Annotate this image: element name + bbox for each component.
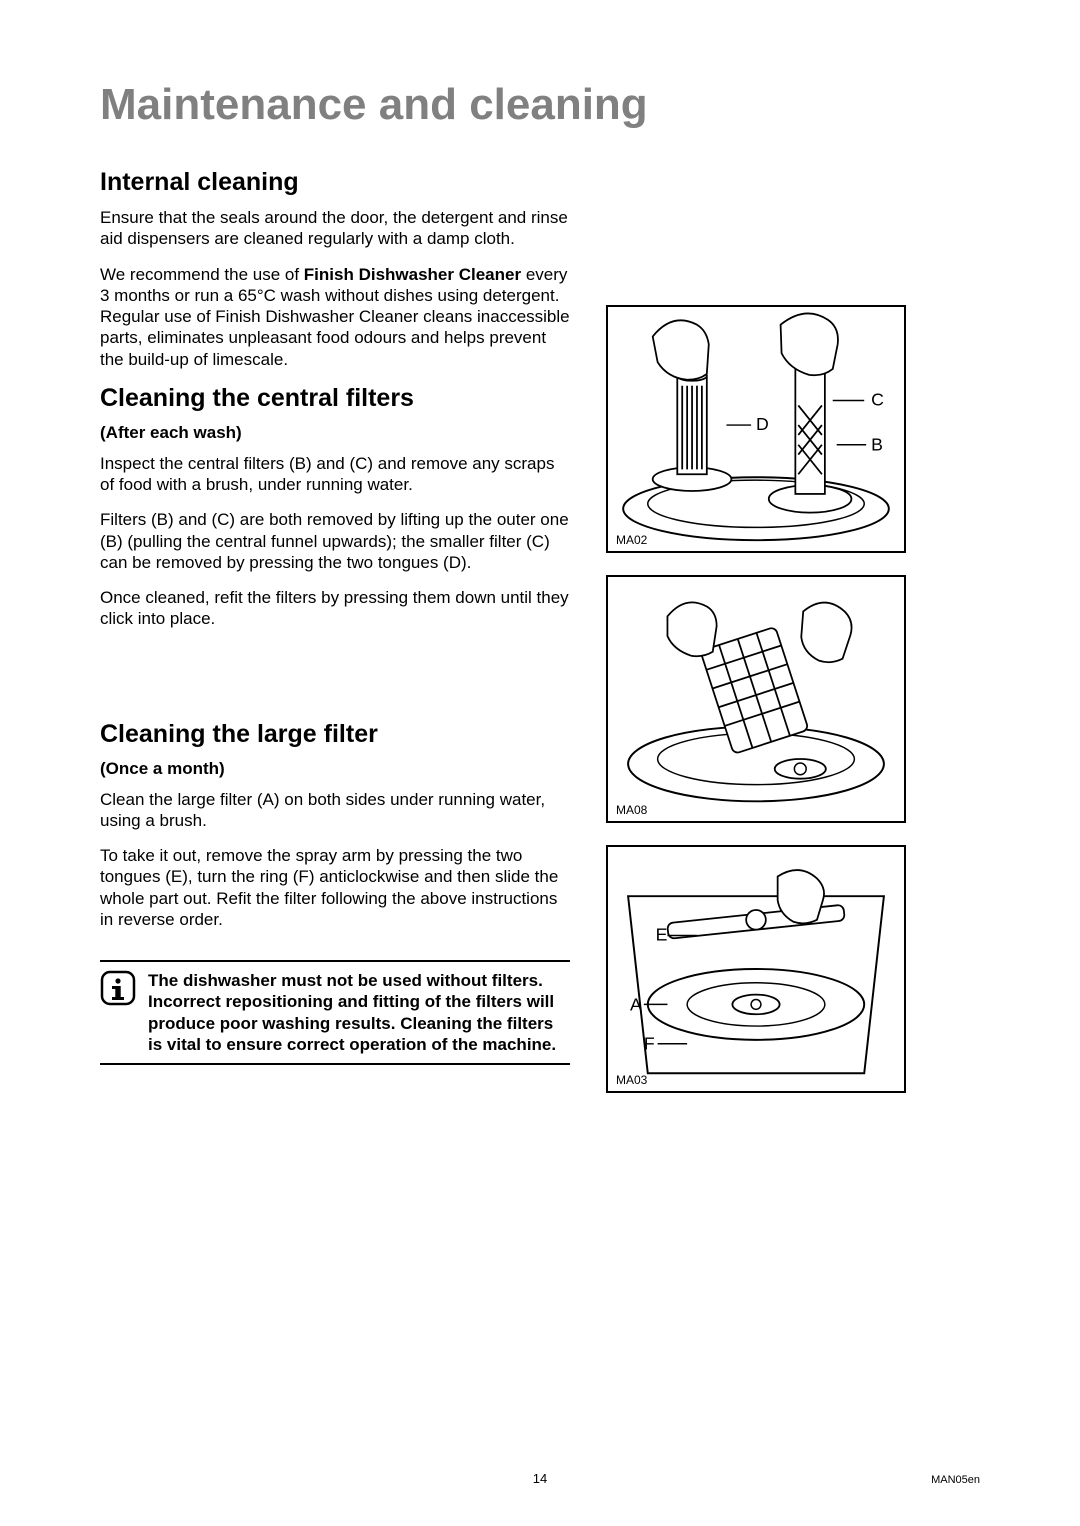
heading-central-filters: Cleaning the central filters [100, 384, 570, 413]
paragraph: To take it out, remove the spray arm by … [100, 845, 570, 930]
info-callout: The dishwasher must not be used without … [100, 960, 570, 1065]
figure-caption: MA03 [616, 1073, 647, 1087]
spacer [606, 168, 906, 283]
page-number: 14 [0, 1471, 1080, 1486]
heading-internal-cleaning: Internal cleaning [100, 168, 570, 197]
figure-ma08: MA08 [606, 575, 906, 823]
subhead-after-each-wash: (After each wash) [100, 423, 570, 443]
heading-large-filter: Cleaning the large filter [100, 720, 570, 749]
info-text: The dishwasher must not be used without … [148, 970, 570, 1055]
svg-text:E: E [656, 924, 668, 944]
figure-caption: MA02 [616, 533, 647, 547]
info-icon [100, 970, 136, 1006]
svg-text:F: F [644, 1034, 655, 1054]
text-bold: Finish Dishwasher Cleaner [304, 265, 521, 284]
figure-caption: MA08 [616, 803, 647, 817]
paragraph: Once cleaned, refit the filters by press… [100, 587, 570, 630]
paragraph: Clean the large filter (A) on both sides… [100, 789, 570, 832]
subhead-once-a-month: (Once a month) [100, 759, 570, 779]
figure-ma02: D C B MA02 [606, 305, 906, 553]
paragraph: Filters (B) and (C) are both removed by … [100, 509, 570, 573]
left-column: Internal cleaning Ensure that the seals … [100, 168, 570, 1093]
svg-text:C: C [871, 389, 884, 409]
paragraph: Ensure that the seals around the door, t… [100, 207, 570, 250]
svg-text:D: D [756, 414, 769, 434]
page-title: Maintenance and cleaning [100, 80, 980, 130]
right-column: D C B MA02 [606, 168, 906, 1093]
page: Maintenance and cleaning Internal cleani… [0, 0, 1080, 1526]
figure-ma03: E A F MA03 [606, 845, 906, 1093]
content-columns: Internal cleaning Ensure that the seals … [100, 168, 980, 1093]
text: We recommend the use of [100, 265, 304, 284]
svg-text:A: A [630, 994, 642, 1014]
doc-code: MAN05en [931, 1474, 980, 1486]
svg-text:B: B [871, 435, 883, 455]
paragraph: We recommend the use of Finish Dishwashe… [100, 264, 570, 370]
paragraph: Inspect the central filters (B) and (C) … [100, 453, 570, 496]
